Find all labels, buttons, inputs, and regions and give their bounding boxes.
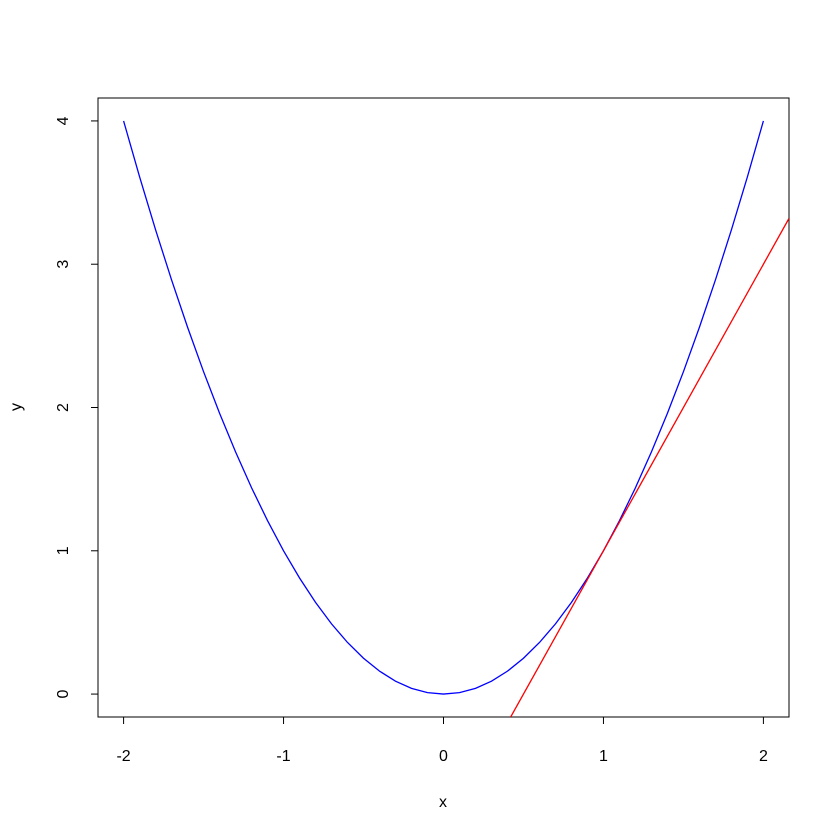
y-tick-label: 2 bbox=[55, 403, 72, 412]
y-axis-label: y bbox=[8, 403, 25, 411]
y-tick-label: 1 bbox=[55, 546, 72, 555]
x-tick-label: 1 bbox=[599, 748, 608, 765]
line-series bbox=[510, 218, 789, 717]
x-tick-label: 2 bbox=[759, 748, 768, 765]
y-tick-label: 3 bbox=[55, 260, 72, 269]
line-series bbox=[122, 120, 765, 695]
x-axis-label: x bbox=[439, 794, 447, 811]
x-tick-label: -2 bbox=[116, 748, 130, 765]
x-tick-label: -1 bbox=[276, 748, 290, 765]
plot-box bbox=[97, 97, 790, 718]
y-tick-label: 4 bbox=[55, 116, 72, 125]
x-tick-label: 0 bbox=[439, 748, 448, 765]
y-tick-label: 0 bbox=[55, 690, 72, 699]
plot-area bbox=[122, 120, 789, 717]
